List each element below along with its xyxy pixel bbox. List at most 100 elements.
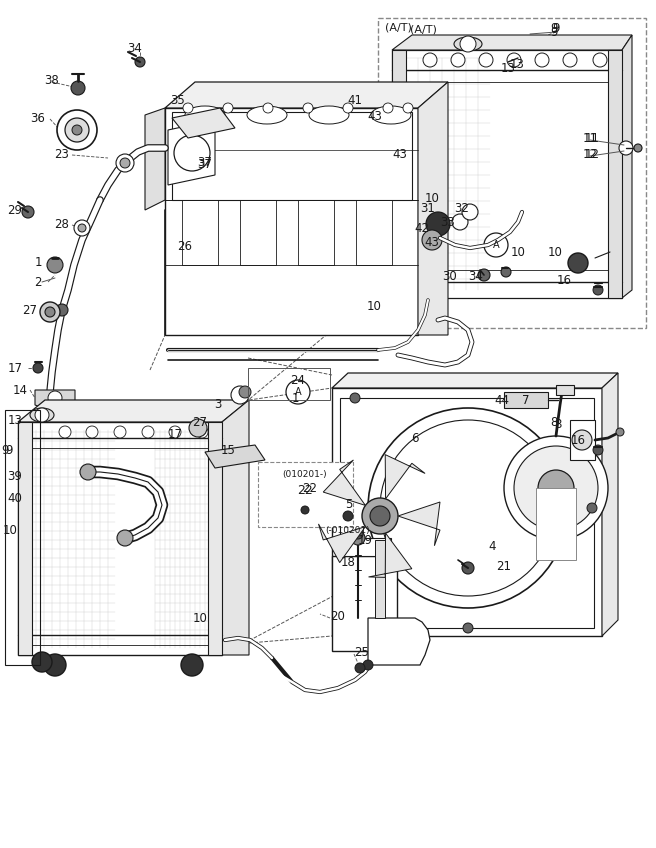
Circle shape — [231, 386, 249, 404]
Text: 34: 34 — [127, 42, 142, 54]
Text: 2: 2 — [34, 276, 42, 288]
Polygon shape — [172, 112, 412, 200]
Text: 1: 1 — [34, 255, 42, 269]
Text: 10: 10 — [424, 192, 440, 204]
Text: 23: 23 — [54, 148, 70, 161]
Bar — [608, 50, 622, 298]
Circle shape — [587, 503, 597, 513]
Polygon shape — [182, 200, 218, 265]
Text: 13: 13 — [8, 414, 22, 427]
Text: 34: 34 — [468, 270, 483, 282]
Bar — [378, 18, 646, 328]
Circle shape — [181, 654, 203, 676]
Circle shape — [86, 426, 98, 438]
Text: 24: 24 — [291, 373, 306, 387]
Circle shape — [363, 660, 373, 670]
Ellipse shape — [454, 37, 482, 51]
Text: 6: 6 — [411, 432, 419, 444]
Circle shape — [44, 654, 66, 676]
Polygon shape — [319, 524, 365, 562]
Text: 27: 27 — [22, 304, 37, 316]
Text: 12: 12 — [583, 148, 598, 160]
Circle shape — [593, 285, 603, 295]
Circle shape — [22, 206, 34, 218]
Circle shape — [183, 103, 193, 113]
Circle shape — [634, 144, 642, 152]
Polygon shape — [323, 460, 365, 505]
Polygon shape — [35, 390, 75, 412]
Text: 5: 5 — [345, 498, 353, 510]
Circle shape — [239, 386, 251, 398]
Circle shape — [57, 110, 97, 150]
Text: 11: 11 — [583, 131, 598, 144]
Circle shape — [32, 652, 52, 672]
Circle shape — [142, 426, 154, 438]
Text: 3: 3 — [215, 399, 222, 411]
Circle shape — [48, 391, 62, 405]
Text: 10: 10 — [548, 247, 563, 259]
Circle shape — [504, 436, 608, 540]
Text: 12: 12 — [584, 148, 600, 160]
Ellipse shape — [30, 408, 54, 422]
Text: 41: 41 — [348, 93, 363, 107]
Text: 1: 1 — [291, 392, 298, 404]
Text: 28: 28 — [54, 219, 70, 232]
Text: (010201-): (010201-) — [283, 471, 327, 479]
Text: 38: 38 — [45, 74, 60, 86]
Polygon shape — [504, 392, 548, 408]
Circle shape — [422, 230, 442, 250]
Polygon shape — [332, 373, 618, 388]
Circle shape — [362, 498, 398, 534]
Text: 32: 32 — [455, 202, 470, 215]
Circle shape — [174, 135, 210, 171]
Text: 9: 9 — [5, 444, 12, 456]
Polygon shape — [602, 373, 618, 636]
Circle shape — [33, 363, 43, 373]
Circle shape — [462, 562, 474, 574]
Circle shape — [538, 470, 574, 506]
Circle shape — [343, 103, 353, 113]
Polygon shape — [368, 618, 430, 665]
Text: 10: 10 — [193, 611, 207, 624]
Circle shape — [353, 529, 363, 539]
Polygon shape — [385, 455, 425, 499]
Polygon shape — [205, 445, 265, 468]
Ellipse shape — [185, 106, 225, 124]
Circle shape — [568, 253, 588, 273]
Text: 35: 35 — [171, 94, 186, 108]
Text: 30: 30 — [443, 270, 457, 282]
Circle shape — [351, 531, 365, 545]
Ellipse shape — [247, 106, 287, 124]
Circle shape — [479, 53, 493, 67]
Circle shape — [514, 446, 598, 530]
Text: 36: 36 — [31, 113, 45, 126]
Text: 4: 4 — [488, 539, 496, 553]
Polygon shape — [18, 422, 222, 655]
Circle shape — [114, 426, 126, 438]
Circle shape — [403, 103, 413, 113]
Circle shape — [116, 154, 134, 172]
Text: 44: 44 — [495, 393, 510, 406]
Circle shape — [593, 445, 603, 455]
Bar — [332, 388, 602, 636]
Polygon shape — [392, 35, 632, 50]
Circle shape — [350, 393, 360, 403]
Circle shape — [45, 307, 55, 317]
Circle shape — [463, 623, 473, 633]
Circle shape — [286, 380, 310, 404]
Bar — [332, 556, 397, 651]
Text: 9: 9 — [550, 21, 558, 35]
Bar — [18, 422, 32, 655]
Polygon shape — [18, 400, 249, 422]
Circle shape — [47, 257, 63, 273]
Circle shape — [593, 53, 607, 67]
Polygon shape — [222, 400, 249, 655]
Circle shape — [169, 426, 181, 438]
Text: 10: 10 — [3, 523, 18, 537]
Bar — [248, 368, 330, 400]
Text: 29: 29 — [7, 204, 22, 216]
Circle shape — [59, 426, 71, 438]
Text: 37: 37 — [197, 155, 213, 169]
Text: 16: 16 — [571, 433, 586, 447]
Circle shape — [462, 204, 478, 220]
